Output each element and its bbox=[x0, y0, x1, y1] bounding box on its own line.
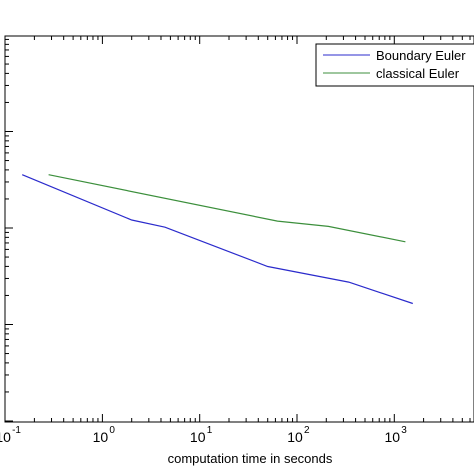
legend-label-boundary-euler: Boundary Euler bbox=[376, 48, 466, 63]
series-lines bbox=[21, 174, 413, 305]
plot-area bbox=[4, 35, 474, 423]
x-tick-exponent: 3 bbox=[401, 425, 407, 436]
x-tick-base: 10 bbox=[287, 429, 303, 445]
x-tick-label: 10 3 bbox=[385, 425, 408, 445]
legend-label-classical-euler: classical Euler bbox=[376, 66, 460, 81]
tick-marks bbox=[5, 36, 471, 422]
series-line-boundary-euler bbox=[21, 174, 413, 305]
x-tick-exponent: -1 bbox=[12, 425, 21, 436]
x-tick-label: 10 1 bbox=[190, 425, 213, 445]
legend: Boundary Euler classical Euler bbox=[315, 43, 474, 87]
x-axis-label: computation time in seconds bbox=[168, 451, 333, 466]
series-line-classical-euler bbox=[48, 174, 406, 243]
x-tick-base: 10 bbox=[0, 429, 11, 445]
x-tick-base: 10 bbox=[385, 429, 401, 445]
x-tick-label: 10-1 bbox=[0, 425, 21, 445]
x-tick-base: 10 bbox=[190, 429, 206, 445]
x-tick-exponent: 0 bbox=[109, 425, 115, 436]
x-tick-base: 10 bbox=[93, 429, 109, 445]
legend-box bbox=[315, 43, 474, 87]
x-tick-label: 10 2 bbox=[287, 425, 310, 445]
x-tick-label: 10 0 bbox=[93, 425, 116, 445]
x-tick-exponent: 1 bbox=[207, 425, 213, 436]
x-tick-exponent: 2 bbox=[304, 425, 310, 436]
